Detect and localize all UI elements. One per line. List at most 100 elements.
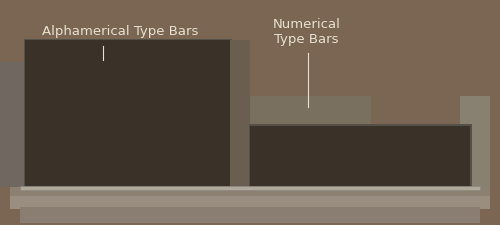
Point bbox=[124, 106, 132, 110]
Point bbox=[299, 181, 307, 184]
Point bbox=[193, 129, 201, 132]
Point bbox=[96, 106, 104, 110]
Point bbox=[179, 106, 187, 110]
Point bbox=[216, 140, 224, 144]
Point bbox=[31, 112, 39, 115]
Point bbox=[72, 72, 80, 76]
Point bbox=[31, 151, 39, 155]
Point bbox=[96, 146, 104, 149]
Point bbox=[50, 157, 58, 160]
Point bbox=[170, 84, 177, 87]
Point bbox=[31, 106, 39, 110]
Point bbox=[323, 146, 331, 149]
Point bbox=[151, 101, 159, 104]
Point bbox=[206, 56, 214, 59]
Point bbox=[212, 174, 220, 177]
Point bbox=[337, 169, 345, 173]
Point bbox=[304, 175, 312, 179]
Point bbox=[270, 152, 278, 155]
Point bbox=[91, 106, 99, 110]
Point bbox=[165, 129, 173, 132]
Point bbox=[128, 84, 136, 87]
Point bbox=[165, 123, 173, 127]
Point bbox=[198, 174, 205, 177]
Point bbox=[105, 78, 113, 82]
Point bbox=[142, 78, 150, 82]
Point bbox=[78, 50, 86, 54]
Point bbox=[68, 129, 76, 132]
Point bbox=[188, 179, 196, 183]
Point bbox=[50, 101, 58, 104]
Point bbox=[266, 140, 274, 144]
Point bbox=[132, 117, 140, 121]
Point bbox=[128, 179, 136, 183]
Point bbox=[202, 67, 210, 70]
Point bbox=[198, 117, 205, 121]
Point bbox=[220, 179, 228, 183]
Point bbox=[59, 117, 67, 121]
Point bbox=[86, 61, 94, 65]
Point bbox=[114, 151, 122, 155]
Point bbox=[54, 67, 62, 70]
Point bbox=[86, 84, 94, 87]
Point bbox=[36, 78, 44, 82]
Point bbox=[36, 50, 44, 54]
Point bbox=[285, 163, 293, 167]
Point bbox=[91, 56, 99, 59]
Point bbox=[54, 140, 62, 144]
Point bbox=[142, 140, 150, 144]
Point bbox=[380, 175, 388, 179]
Point bbox=[91, 101, 99, 104]
Point bbox=[299, 152, 307, 155]
Point bbox=[352, 181, 360, 184]
Point bbox=[26, 72, 34, 76]
Point bbox=[261, 158, 269, 161]
Point bbox=[422, 181, 430, 184]
Point bbox=[110, 168, 118, 172]
Point bbox=[142, 146, 150, 149]
Point bbox=[128, 162, 136, 166]
Point bbox=[36, 112, 44, 115]
Point bbox=[290, 158, 298, 161]
Point bbox=[138, 151, 145, 155]
Point bbox=[91, 151, 99, 155]
Point bbox=[100, 134, 108, 138]
Point bbox=[304, 128, 312, 132]
Point bbox=[36, 151, 44, 155]
Point bbox=[142, 95, 150, 99]
Point bbox=[40, 72, 48, 76]
Point bbox=[170, 112, 177, 115]
Point bbox=[72, 151, 80, 155]
Point bbox=[114, 106, 122, 110]
Point bbox=[337, 158, 345, 161]
Point bbox=[270, 181, 278, 184]
Point bbox=[165, 78, 173, 82]
Point bbox=[128, 106, 136, 110]
Point bbox=[50, 174, 58, 177]
Point bbox=[105, 84, 113, 87]
Point bbox=[78, 151, 86, 155]
Point bbox=[394, 181, 402, 184]
Point bbox=[110, 146, 118, 149]
Point bbox=[413, 152, 421, 155]
Point bbox=[151, 61, 159, 65]
Point bbox=[290, 134, 298, 138]
Point bbox=[31, 50, 39, 54]
Point bbox=[146, 67, 154, 70]
Point bbox=[36, 95, 44, 99]
Point bbox=[304, 158, 312, 161]
Point bbox=[323, 134, 331, 138]
Point bbox=[370, 169, 378, 173]
Point bbox=[460, 158, 468, 161]
Point bbox=[188, 101, 196, 104]
Point bbox=[216, 56, 224, 59]
Point bbox=[119, 44, 127, 48]
Point bbox=[132, 72, 140, 76]
Point bbox=[266, 128, 274, 132]
Point bbox=[114, 134, 122, 138]
Point bbox=[59, 95, 67, 99]
Point bbox=[160, 84, 168, 87]
Point bbox=[212, 162, 220, 166]
Point bbox=[280, 140, 288, 144]
Point bbox=[138, 174, 145, 177]
